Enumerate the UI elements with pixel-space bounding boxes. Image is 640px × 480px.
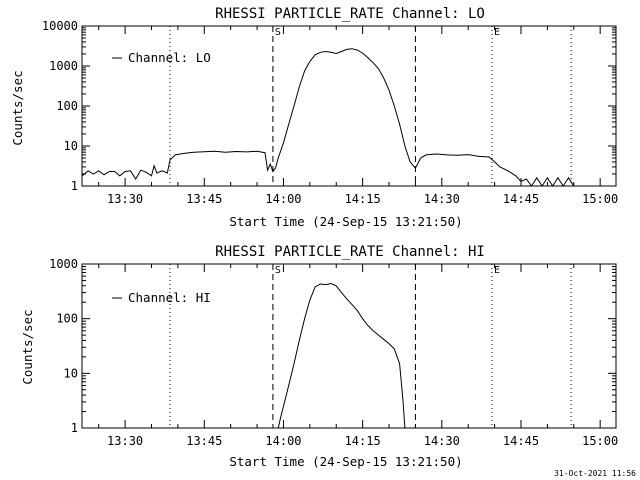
chart-lo: RHESSI PARTICLE_RATE Channel: LO S E 1 10 1… <box>10 6 618 229</box>
chart-lo-legend-label: Channel: LO <box>128 50 211 65</box>
y-tick-label: 100 <box>56 99 78 113</box>
chart-hi-frame <box>81 263 617 429</box>
chart-hi-xlabel: Start Time (24-Sep-15 13:21:50) <box>229 454 462 469</box>
x-tick-label: 14:30 <box>424 192 460 206</box>
chart-hi: RHESSI PARTICLE_RATE Channel: HI S E 1 10 1… <box>20 244 618 469</box>
x-tick-label: 13:30 <box>107 434 143 448</box>
chart-hi-ylabel: Counts/sec <box>20 309 35 384</box>
x-tick-label: 14:45 <box>503 434 539 448</box>
marker-label: S <box>275 27 281 38</box>
marker-label: S <box>275 265 281 276</box>
chart-lo-title: RHESSI PARTICLE_RATE Channel: LO <box>215 6 485 22</box>
x-tick-label: 14:45 <box>503 192 539 206</box>
x-tick-label: 13:45 <box>186 192 222 206</box>
y-tick-label: 1 <box>71 179 78 193</box>
footer-timestamp: 31-Oct-2021 11:56 <box>554 469 636 478</box>
y-tick-label: 1000 <box>49 257 78 271</box>
x-tick-label: 14:15 <box>345 434 381 448</box>
x-tick-label: 14:00 <box>265 434 301 448</box>
y-tick-label: 100 <box>56 312 78 326</box>
x-tick-label: 15:00 <box>582 434 618 448</box>
chart-hi-legend-label: Channel: HI <box>128 290 211 305</box>
chart-lo-ylabel: Counts/sec <box>10 70 25 145</box>
chart-lo-xlabel: Start Time (24-Sep-15 13:21:50) <box>229 214 462 229</box>
marker-label: E <box>494 27 500 38</box>
x-tick-label: 15:00 <box>582 192 618 206</box>
x-tick-label: 14:15 <box>345 192 381 206</box>
y-tick-label: 10000 <box>42 19 78 33</box>
y-tick-label: 1 <box>71 421 78 435</box>
y-tick-label: 1000 <box>49 59 78 73</box>
x-tick-label: 13:30 <box>107 192 143 206</box>
x-tick-label: 14:30 <box>424 434 460 448</box>
chart-hi-series-line <box>277 282 406 429</box>
x-tick-label: 13:45 <box>186 434 222 448</box>
marker-label: E <box>494 265 500 276</box>
chart-hi-title: RHESSI PARTICLE_RATE Channel: HI <box>215 244 485 260</box>
x-tick-label: 14:00 <box>265 192 301 206</box>
y-tick-label: 10 <box>64 366 78 380</box>
chart-lo-series-line <box>81 48 575 187</box>
y-tick-label: 10 <box>64 139 78 153</box>
